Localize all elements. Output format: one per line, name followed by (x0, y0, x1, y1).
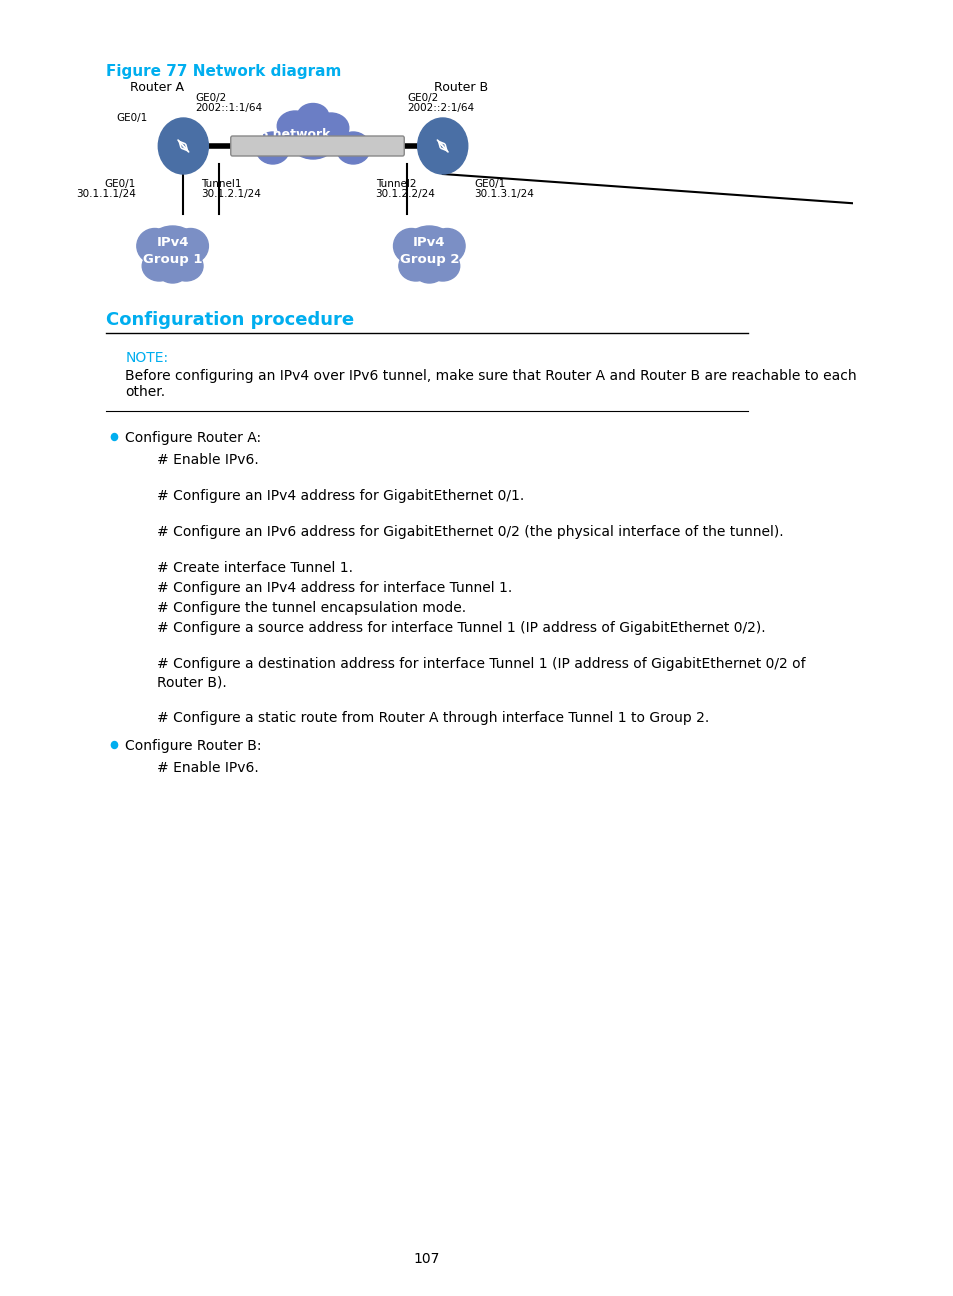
Circle shape (417, 118, 467, 174)
Text: # Configure an IPv4 address for interface Tunnel 1.: # Configure an IPv4 address for interfac… (156, 581, 511, 595)
Text: Tunnel1: Tunnel1 (201, 179, 241, 189)
Ellipse shape (277, 111, 313, 141)
Text: # Enable IPv6.: # Enable IPv6. (156, 454, 258, 467)
Circle shape (112, 741, 117, 749)
Ellipse shape (156, 255, 189, 283)
Circle shape (158, 118, 208, 174)
Text: GE0/1: GE0/1 (474, 179, 505, 189)
Ellipse shape (136, 228, 172, 263)
Text: Group 1: Group 1 (143, 253, 202, 266)
Text: 2002::2:1/64: 2002::2:1/64 (407, 102, 474, 113)
Ellipse shape (313, 113, 349, 143)
Text: Router B: Router B (433, 80, 487, 95)
Text: IPv6 network: IPv6 network (238, 127, 331, 140)
Text: Group 2: Group 2 (399, 253, 458, 266)
Text: 30.1.3.1/24: 30.1.3.1/24 (474, 189, 534, 200)
Ellipse shape (172, 228, 208, 263)
Text: 30.1.2.1/24: 30.1.2.1/24 (201, 189, 261, 200)
Text: # Enable IPv6.: # Enable IPv6. (156, 761, 258, 775)
Text: # Configure a destination address for interface Tunnel 1 (IP address of GigabitE: # Configure a destination address for in… (156, 657, 804, 671)
Ellipse shape (398, 251, 433, 281)
Ellipse shape (255, 132, 290, 165)
Text: IPv4 over IPv6 tunnel: IPv4 over IPv6 tunnel (258, 140, 376, 150)
Ellipse shape (401, 226, 456, 276)
Text: # Create interface Tunnel 1.: # Create interface Tunnel 1. (156, 561, 353, 575)
Ellipse shape (429, 228, 464, 263)
Text: # Configure a static route from Router A through interface Tunnel 1 to Group 2.: # Configure a static route from Router A… (156, 712, 708, 724)
Ellipse shape (393, 228, 429, 263)
Text: GE0/2: GE0/2 (407, 93, 437, 102)
Ellipse shape (335, 132, 370, 165)
Text: 2002::1:1/64: 2002::1:1/64 (194, 102, 262, 113)
Text: ROUTER: ROUTER (426, 178, 458, 184)
Text: IPv4: IPv4 (156, 236, 189, 250)
Text: 30.1.2.2/24: 30.1.2.2/24 (375, 189, 436, 200)
Text: Tunnel2: Tunnel2 (375, 179, 416, 189)
Ellipse shape (142, 251, 176, 281)
Text: 30.1.1.1/24: 30.1.1.1/24 (76, 189, 135, 200)
Text: GE0/1: GE0/1 (105, 179, 135, 189)
Text: 107: 107 (413, 1252, 439, 1266)
Text: GE0/2: GE0/2 (194, 93, 226, 102)
Ellipse shape (413, 255, 445, 283)
Ellipse shape (288, 117, 337, 159)
Ellipse shape (145, 226, 200, 276)
Text: Configure Router A:: Configure Router A: (125, 432, 261, 445)
Text: Router B).: Router B). (156, 675, 226, 689)
Text: Figure 77 Network diagram: Figure 77 Network diagram (106, 64, 340, 79)
Ellipse shape (425, 251, 459, 281)
Text: Configuration procedure: Configuration procedure (106, 311, 354, 329)
Text: Configure Router B:: Configure Router B: (125, 739, 261, 753)
Text: GE0/1: GE0/1 (116, 113, 148, 123)
Text: # Configure an IPv6 address for GigabitEthernet 0/2 (the physical interface of t: # Configure an IPv6 address for GigabitE… (156, 525, 782, 539)
Ellipse shape (169, 251, 203, 281)
Text: IPv4: IPv4 (413, 236, 445, 250)
Circle shape (112, 433, 117, 441)
Text: # Configure a source address for interface Tunnel 1 (IP address of GigabitEthern: # Configure a source address for interfa… (156, 621, 764, 635)
Ellipse shape (297, 104, 329, 128)
Text: ROUTER: ROUTER (167, 178, 199, 184)
Text: Router A: Router A (130, 80, 183, 95)
Text: # Configure the tunnel encapsulation mode.: # Configure the tunnel encapsulation mod… (156, 601, 465, 616)
FancyBboxPatch shape (231, 136, 404, 156)
Text: # Configure an IPv4 address for GigabitEthernet 0/1.: # Configure an IPv4 address for GigabitE… (156, 489, 523, 503)
Text: Before configuring an IPv4 over IPv6 tunnel, make sure that Router A and Router : Before configuring an IPv4 over IPv6 tun… (125, 369, 856, 399)
Text: NOTE:: NOTE: (125, 351, 168, 365)
